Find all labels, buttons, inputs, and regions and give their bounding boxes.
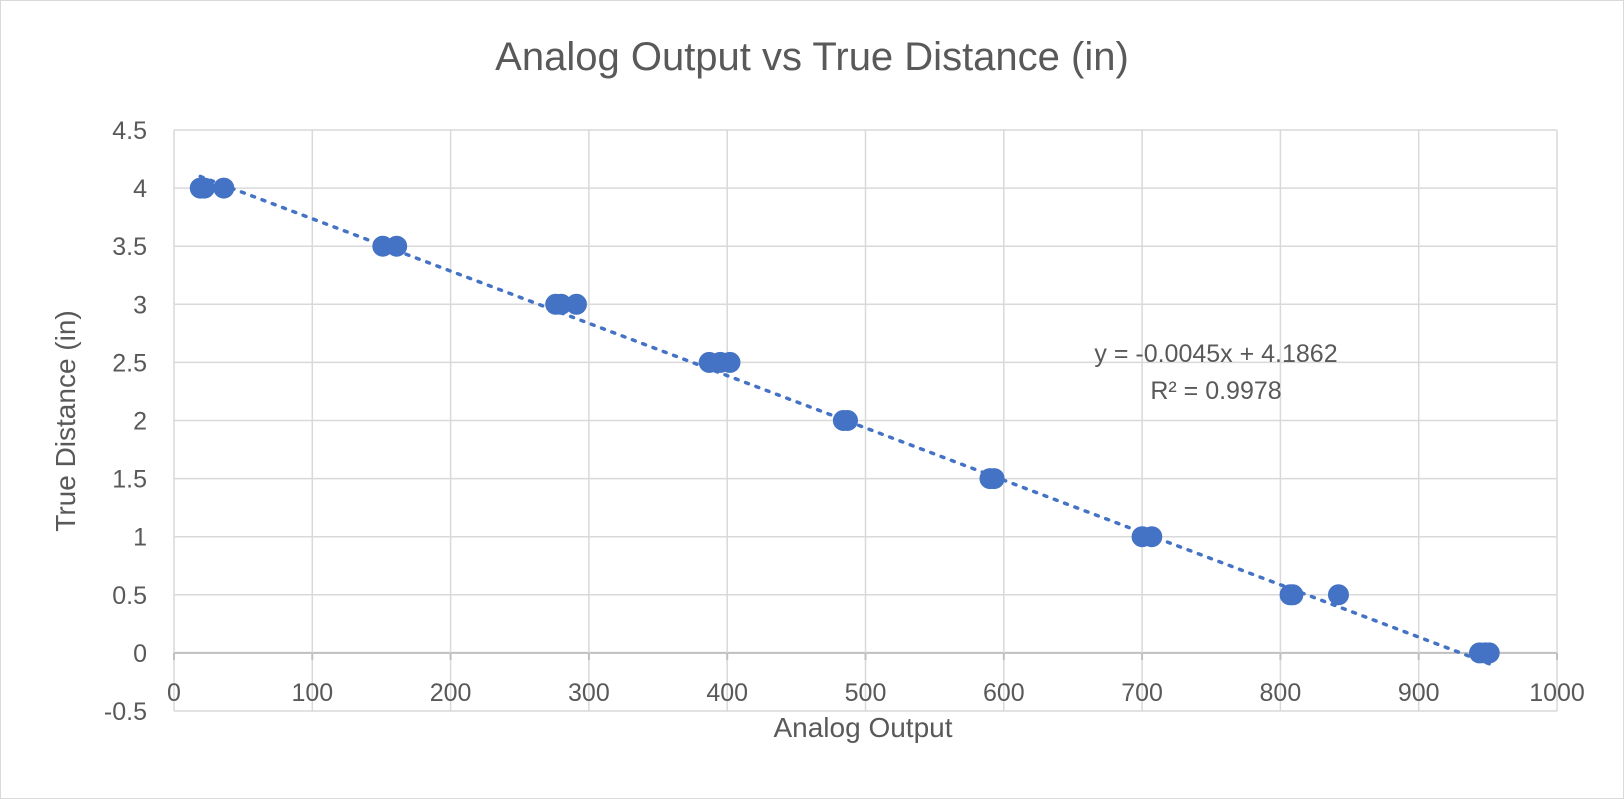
x-tick-label: 700 (1121, 679, 1163, 707)
x-tick-label: 0 (167, 679, 181, 707)
data-point (1327, 584, 1349, 606)
y-tick-label: 2.5 (112, 349, 147, 377)
y-tick-label: 1 (133, 524, 147, 552)
y-tick-label: 3 (133, 291, 147, 319)
trendline-path (198, 174, 1491, 666)
x-tick-label: 1000 (1529, 679, 1585, 707)
trendline (198, 174, 1491, 666)
y-tick-label: 1.5 (112, 466, 147, 494)
x-tick-label: 100 (291, 679, 333, 707)
data-point (565, 293, 587, 315)
data-point (837, 410, 859, 431)
x-tick-label: 300 (568, 679, 610, 707)
data-point (1282, 584, 1304, 606)
data-point (983, 468, 1005, 490)
data-points (189, 177, 1500, 664)
chart-title: Analog Output vs True Distance (in) (495, 35, 1129, 79)
x-axis-title: Analog Output (773, 712, 952, 743)
y-tick-label: 0.5 (112, 582, 147, 610)
data-point (386, 235, 408, 257)
x-tick-label: 900 (1398, 679, 1440, 707)
tick-labels: -0.5 0 0.5 1 1.5 2 2.5 3 3.5 4 4.5 0 100 200 300 400 500… (104, 117, 1585, 726)
x-tick-label: 800 (1260, 679, 1302, 707)
y-tick-label: 2 (133, 408, 147, 436)
x-tick-label: 600 (983, 679, 1025, 707)
y-tick-label: 3.5 (112, 233, 147, 261)
y-tick-label: 4 (133, 175, 147, 203)
data-point (719, 351, 741, 373)
y-tick-label: -0.5 (104, 698, 147, 726)
trendline-r-squared: R² = 0.9978 (1150, 377, 1281, 405)
x-tick-label: 200 (430, 679, 472, 707)
x-tick-label: 400 (706, 679, 748, 707)
data-point (213, 177, 235, 199)
y-axis-title: True Distance (in) (50, 310, 81, 531)
x-tick-label: 500 (845, 679, 887, 707)
y-tick-label: 0 (133, 640, 147, 668)
data-point (1478, 642, 1500, 664)
y-tick-label: 4.5 (112, 117, 147, 145)
data-point (193, 177, 215, 199)
data-point (1141, 526, 1163, 548)
trendline-equation: y = -0.0045x + 4.1862 (1094, 340, 1337, 368)
gridlines (173, 129, 1558, 712)
